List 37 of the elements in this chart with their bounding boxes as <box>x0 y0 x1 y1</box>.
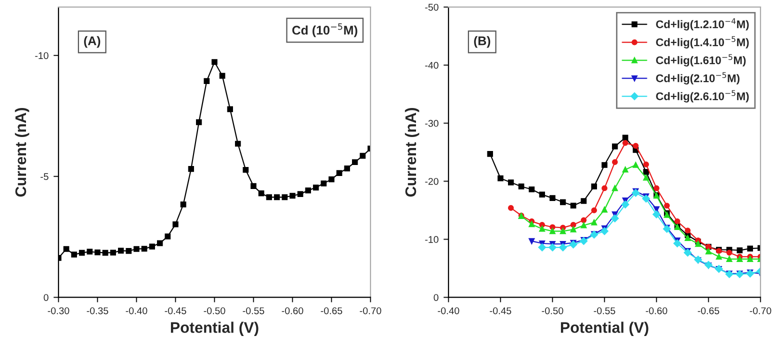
y-tick-label: -20 <box>425 178 438 185</box>
x-tick-label: -0.45 <box>164 307 186 314</box>
y-tick-label: 0 <box>434 294 438 301</box>
x-tick-label: -0.40 <box>126 307 148 314</box>
x-tick-label: -0.70 <box>360 307 382 314</box>
annotation: Cd (10$^{−5}$M) <box>292 23 358 38</box>
x-tick-label: -0.65 <box>698 307 720 314</box>
y-tick-label: -10 <box>425 236 438 243</box>
x-tick-label: -0.60 <box>282 307 304 314</box>
legend-label: Cd+lig(1.4.10$^{−5}$M) <box>656 36 749 48</box>
y-tick-label: -40 <box>425 62 438 69</box>
x-tick-label: -0.65 <box>320 307 342 314</box>
x-tick-label: -0.55 <box>242 307 264 314</box>
x-tick-label: -0.55 <box>594 307 616 314</box>
y-tick-label: -10 <box>35 52 48 60</box>
x-axis-title: Potential (V) <box>170 322 258 336</box>
annotation: (B) <box>474 36 490 48</box>
legend-label: Cd+lig(1.610$^{−5}$M) <box>656 54 746 66</box>
y-axis-title: Current (nA) <box>404 108 420 197</box>
y-tick-label: 0 <box>44 294 48 301</box>
x-axis-title: Potential (V) <box>560 322 648 336</box>
y-tick-label: -50 <box>425 4 438 11</box>
legend-label: Cd+lig(2.10$^{−5}$M) <box>656 72 740 84</box>
y-axis-title: Current (nA) <box>14 108 30 197</box>
y-tick-label: -30 <box>425 120 438 127</box>
x-tick-label: -0.50 <box>204 307 226 314</box>
x-tick-label: -0.50 <box>542 307 564 314</box>
x-tick-label: -0.45 <box>490 307 512 314</box>
legend-label: Cd+lig(1.2.10$^{−4}$M) <box>656 18 749 30</box>
legend-label: Cd+lig(2.6.10$^{−5}$M) <box>656 90 749 102</box>
x-tick-label: -0.70 <box>750 307 772 314</box>
x-tick-label: -0.60 <box>646 307 668 314</box>
x-tick-label: -0.40 <box>438 307 460 314</box>
y-tick-label: -5 <box>40 173 48 180</box>
x-tick-label: -0.30 <box>48 307 70 314</box>
x-tick-label: -0.35 <box>86 307 108 314</box>
annotation: (A) <box>84 36 100 48</box>
